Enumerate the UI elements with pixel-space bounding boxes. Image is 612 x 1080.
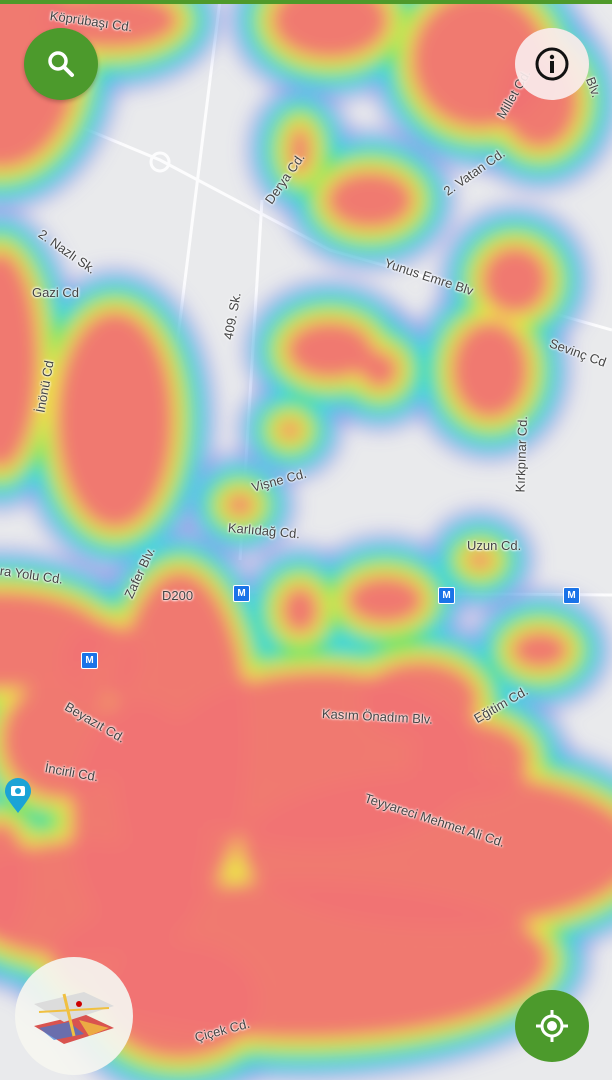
metro-station-icon[interactable]: M (233, 585, 250, 602)
search-button[interactable] (24, 28, 98, 100)
heat-zone (0, 250, 40, 470)
street-label-d200: D200 (162, 588, 194, 603)
heat-zone (345, 575, 425, 625)
search-icon (48, 51, 74, 77)
heat-zone (225, 493, 255, 517)
heat-zone (278, 420, 302, 440)
heat-zone (480, 245, 550, 315)
heat-zone (280, 585, 320, 635)
heat-zone (55, 310, 175, 530)
street-label-gazi: Gazi Cd (32, 285, 79, 300)
heat-zone (60, 620, 140, 700)
heat-zone (450, 320, 530, 420)
heat-zone (288, 125, 312, 175)
status-bar-accent (0, 0, 612, 4)
heat-zone (270, 0, 390, 60)
metro-station-icon[interactable]: M (563, 587, 580, 604)
map-layers-button[interactable] (15, 957, 133, 1075)
heat-zone (360, 350, 400, 390)
map-layers-icon (34, 992, 114, 1044)
heat-zone (360, 660, 480, 740)
heat-zone (325, 170, 415, 230)
info-icon (535, 47, 569, 81)
heat-zone (100, 940, 260, 1060)
heat-zone (466, 550, 494, 570)
metro-station-icon[interactable]: M (81, 652, 98, 669)
metro-station-icon[interactable]: M (438, 587, 455, 604)
street-label-uzun: Uzun Cd. (467, 538, 522, 553)
info-button[interactable] (515, 28, 589, 100)
crosshair-icon (536, 1010, 568, 1042)
photo-marker-icon[interactable] (4, 778, 32, 814)
street-label-kirkpinar: Kırkpınar Cd. (512, 415, 531, 493)
heat-zone (410, 720, 530, 800)
heat-zone (285, 320, 375, 380)
heat-zone (70, 700, 210, 940)
my-location-button[interactable] (515, 990, 589, 1062)
heat-zone (0, 820, 30, 940)
heat-zone (510, 630, 570, 670)
